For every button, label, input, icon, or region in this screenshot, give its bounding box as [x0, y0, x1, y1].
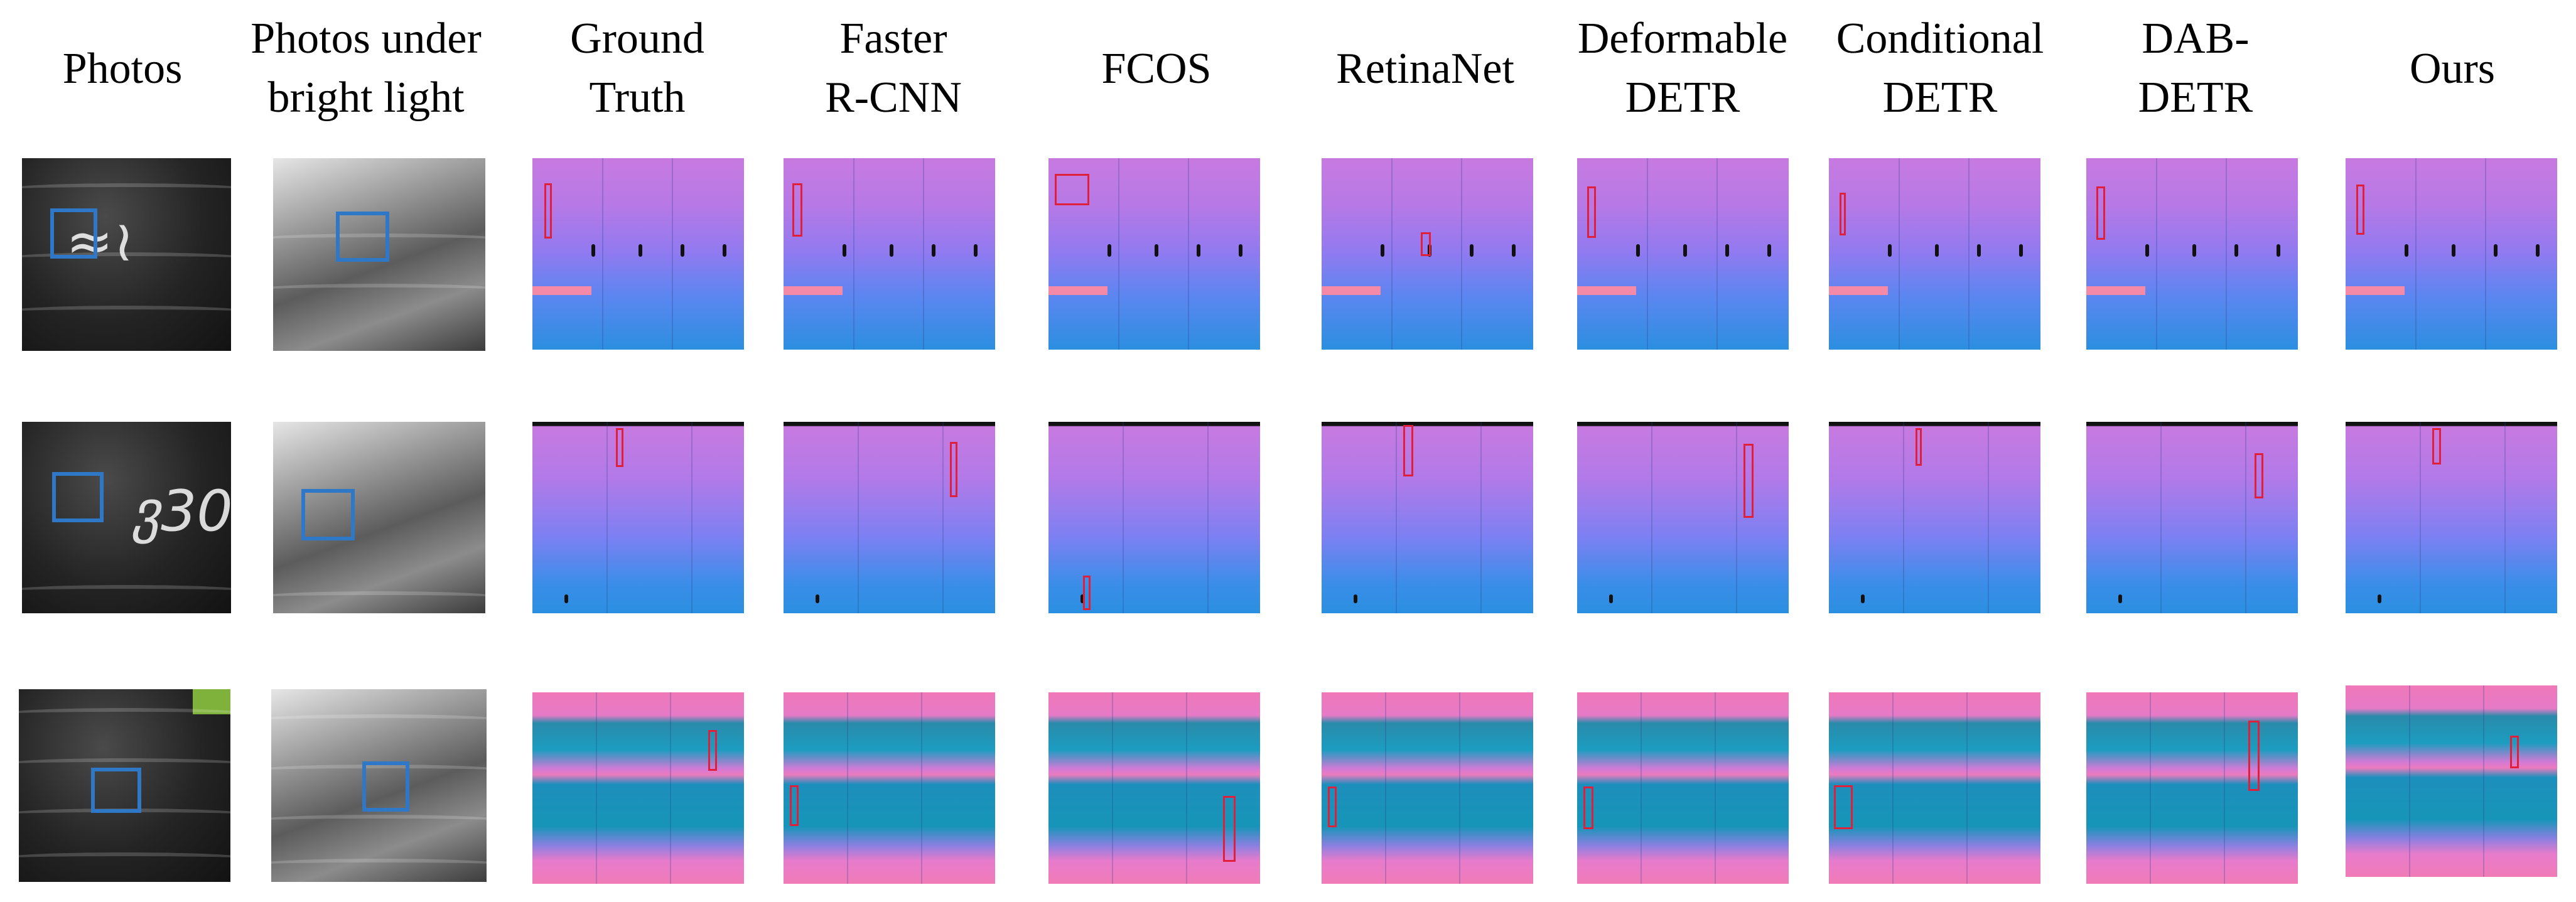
- detection-box: [2356, 185, 2364, 235]
- tire-photo-bright-row3: [271, 689, 487, 882]
- detection-box: [616, 428, 623, 467]
- scan-faster-rcnn-row1: [784, 158, 995, 350]
- marking-box: [52, 472, 104, 522]
- scan-deformable-detr-row3: [1577, 692, 1789, 884]
- scan-dab-detr-row2: [2086, 422, 2298, 613]
- scan-faster-rcnn-row2: [784, 422, 995, 613]
- scan-ground-truth-row3: [532, 692, 744, 884]
- detection-box: [1403, 425, 1413, 476]
- header-dab-detr: DAB- DETR: [2138, 14, 2253, 122]
- tire-photo-row3: [19, 689, 230, 882]
- detection-box: [1328, 787, 1337, 827]
- detection-box: [1916, 428, 1922, 466]
- detection-box: [1587, 186, 1596, 238]
- detection-box: [1583, 787, 1593, 829]
- scan-fcos-row1: [1048, 158, 1260, 350]
- header-ground-truth: Ground Truth: [570, 14, 704, 122]
- detection-box: [708, 730, 717, 771]
- scan-deformable-detr-row1: [1577, 158, 1789, 350]
- detection-box: [1223, 796, 1236, 862]
- scan-ground-truth-row1: [532, 158, 744, 350]
- detection-box: [2248, 721, 2260, 791]
- detection-box: [2510, 736, 2519, 768]
- detection-box: [2432, 428, 2441, 464]
- marking-box: [336, 212, 389, 262]
- detection-box: [1421, 232, 1431, 256]
- tire-photo-bright-row2: [273, 422, 485, 613]
- detection-box: [1743, 444, 1754, 518]
- header-fcos: FCOS: [1101, 45, 1212, 93]
- detection-box: [792, 183, 802, 237]
- header-faster-rcnn: Faster R-CNN: [825, 14, 962, 122]
- scan-ours-row1: [2346, 158, 2557, 350]
- detection-box: [2255, 453, 2263, 498]
- scan-retinanet-row1: [1322, 158, 1533, 350]
- scan-fcos-row2: [1048, 422, 1260, 613]
- scan-dab-detr-row1: [2086, 158, 2298, 350]
- tire-photo-row2: ვ30: [22, 422, 231, 613]
- tire-photo-row1: ≈≀: [22, 158, 231, 351]
- scan-conditional-detr-row3: [1829, 692, 2040, 884]
- detection-box: [1840, 193, 1846, 235]
- marking-box: [301, 489, 355, 540]
- header-photos-bright-light: Photos under bright light: [251, 14, 482, 122]
- scan-fcos-row3: [1048, 692, 1260, 884]
- detection-box: [1834, 785, 1853, 829]
- header-conditional-detr: Conditional DETR: [1836, 14, 2044, 122]
- scan-faster-rcnn-row3: [784, 692, 995, 884]
- header-photos: Photos: [62, 45, 183, 93]
- detection-box: [2096, 186, 2105, 240]
- scan-retinanet-row3: [1322, 692, 1533, 884]
- detection-box: [950, 442, 957, 497]
- header-deformable-detr: Deformable DETR: [1577, 14, 1788, 122]
- scan-retinanet-row2: [1322, 422, 1533, 613]
- scan-deformable-detr-row2: [1577, 422, 1789, 613]
- scan-ours-row3: [2346, 685, 2557, 877]
- scan-dab-detr-row3: [2086, 692, 2298, 884]
- scan-ours-row2: [2346, 422, 2557, 613]
- scan-conditional-detr-row2: [1829, 422, 2040, 613]
- scan-conditional-detr-row1: [1829, 158, 2040, 350]
- marking-box: [50, 208, 97, 259]
- detection-box: [544, 183, 552, 239]
- header-ours: Ours: [2409, 45, 2496, 93]
- marking-box: [91, 768, 141, 813]
- header-retinanet: RetinaNet: [1336, 45, 1514, 93]
- tire-photo-bright-row1: [273, 158, 485, 351]
- detection-box: [1083, 576, 1091, 610]
- marking-box: [362, 761, 409, 812]
- detection-box: [790, 785, 799, 826]
- scan-ground-truth-row2: [532, 422, 744, 613]
- detection-box: [1055, 174, 1089, 205]
